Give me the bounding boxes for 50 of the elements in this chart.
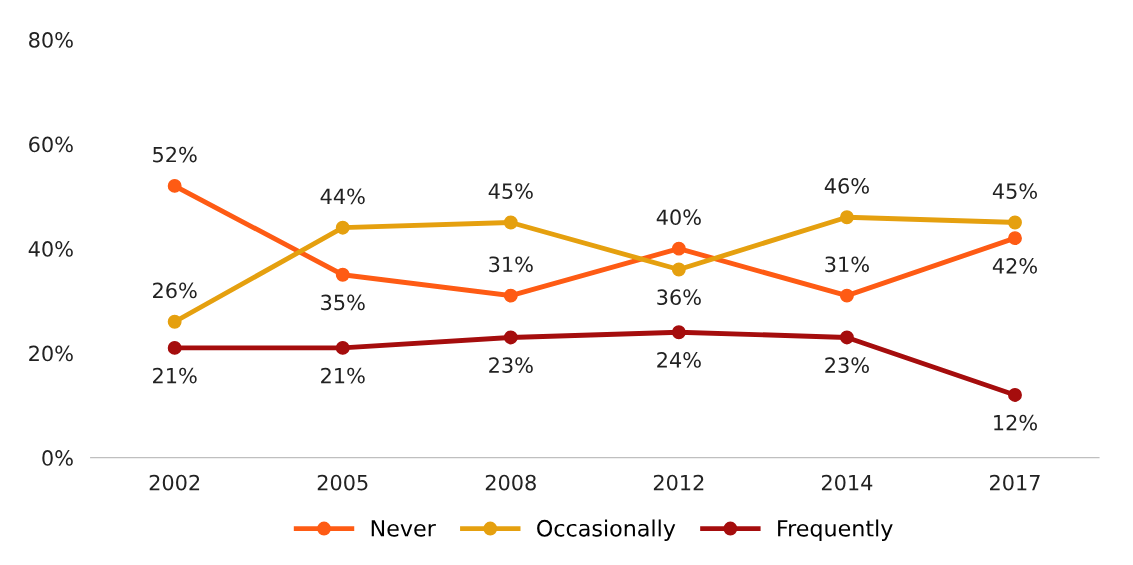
point [167, 340, 182, 355]
point [335, 267, 350, 282]
legend-label: Frequently [778, 519, 893, 541]
data-label: 45% [488, 183, 533, 199]
x-tick-label: 2005 [317, 474, 368, 491]
data-label: 42% [992, 257, 1037, 274]
data-label: 31% [825, 256, 869, 273]
data-label: 26% [153, 282, 197, 299]
data-label: 40% [656, 209, 701, 226]
data-label: 23% [489, 357, 533, 374]
data-label: 46% [824, 178, 869, 194]
point [1008, 231, 1022, 246]
y-tick-label: 80% [29, 32, 73, 48]
point [503, 330, 518, 345]
point [1008, 387, 1022, 402]
legend-label: Never [371, 520, 436, 537]
point [839, 210, 854, 225]
point [167, 314, 182, 329]
y-tick-label: 60% [29, 136, 73, 153]
x-tick-label: 2008 [485, 474, 536, 491]
data-label: 31% [489, 256, 533, 273]
point [671, 241, 686, 256]
data-label: 21% [153, 367, 197, 384]
point [335, 340, 350, 355]
point [839, 330, 854, 345]
y-tick-label: 0% [42, 450, 73, 466]
data-label: 23% [825, 357, 869, 374]
y-tick-label: 20% [29, 345, 73, 362]
point [503, 288, 518, 303]
point [503, 215, 518, 230]
x-tick-label: 2014 [821, 474, 873, 491]
data-label: 36% [657, 289, 701, 306]
x-tick-label: 2012 [653, 474, 704, 491]
data-label: 52% [153, 146, 197, 163]
point [671, 325, 686, 340]
x-tick-label: 2002 [149, 474, 200, 491]
point [335, 220, 350, 235]
data-label: 21% [321, 367, 365, 384]
point [167, 178, 182, 193]
x-tick-label: 2017 [990, 474, 1040, 491]
data-label: 44% [320, 188, 365, 205]
data-label: 12% [994, 414, 1037, 431]
data-label: 35% [321, 294, 365, 311]
point [839, 288, 854, 303]
point [671, 262, 686, 277]
data-label: 24% [657, 352, 701, 368]
point [1008, 215, 1022, 230]
data-label: 45% [992, 183, 1037, 199]
y-tick-label: 40% [28, 241, 73, 257]
legend-label: Occasionally [537, 519, 676, 541]
